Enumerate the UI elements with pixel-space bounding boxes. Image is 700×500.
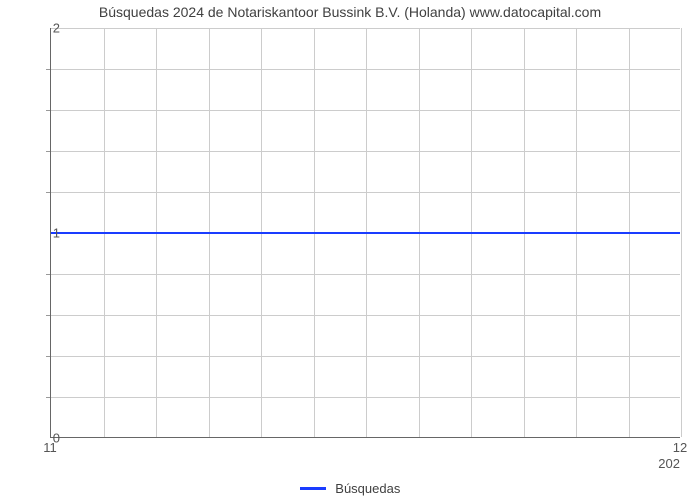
horizontal-gridline <box>51 192 680 193</box>
y-minor-tick <box>46 192 50 193</box>
x-sub-label: 202 <box>658 456 680 471</box>
horizontal-gridline <box>51 356 680 357</box>
line-chart: Búsquedas 2024 de Notariskantoor Bussink… <box>0 0 700 500</box>
y-minor-tick <box>46 69 50 70</box>
y-tick-label: 1 <box>20 226 60 241</box>
y-minor-tick <box>46 274 50 275</box>
y-minor-tick <box>46 151 50 152</box>
y-minor-tick <box>46 397 50 398</box>
y-minor-tick <box>46 315 50 316</box>
horizontal-gridline <box>51 28 680 29</box>
series-line <box>51 232 680 234</box>
y-minor-tick <box>46 356 50 357</box>
y-minor-tick <box>46 110 50 111</box>
x-tick-label: 11 <box>43 440 57 455</box>
horizontal-gridline <box>51 110 680 111</box>
legend-label: Búsquedas <box>335 481 400 496</box>
horizontal-gridline <box>51 69 680 70</box>
horizontal-gridline <box>51 151 680 152</box>
horizontal-gridline <box>51 274 680 275</box>
vertical-gridline <box>681 28 682 437</box>
horizontal-gridline <box>51 315 680 316</box>
legend: Búsquedas <box>0 480 700 496</box>
y-tick-label: 2 <box>20 21 60 36</box>
plot-area <box>50 28 680 438</box>
x-tick-label: 12 <box>673 440 687 455</box>
legend-swatch <box>300 487 326 490</box>
chart-title: Búsquedas 2024 de Notariskantoor Bussink… <box>0 4 700 20</box>
horizontal-gridline <box>51 397 680 398</box>
